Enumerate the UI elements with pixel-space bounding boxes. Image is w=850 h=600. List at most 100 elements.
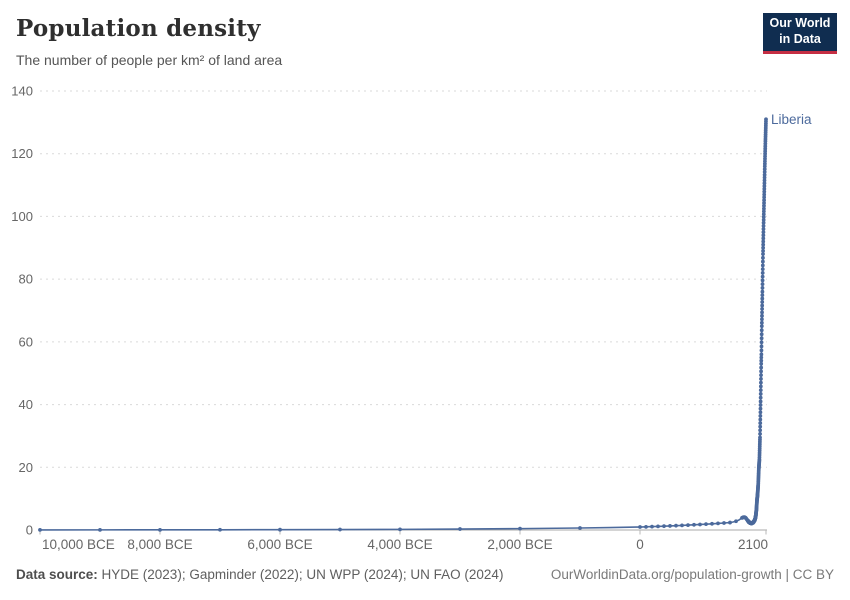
data-point[interactable]: [761, 212, 766, 217]
data-point[interactable]: [644, 524, 648, 529]
data-point[interactable]: [758, 435, 762, 440]
owid-logo[interactable]: Our World in Data: [763, 13, 837, 54]
data-point[interactable]: [760, 286, 765, 290]
data-point[interactable]: [762, 201, 766, 205]
data-point[interactable]: [762, 198, 766, 203]
data-point[interactable]: [762, 178, 767, 183]
data-point[interactable]: [760, 270, 765, 275]
data-point[interactable]: [758, 395, 763, 400]
series-end-label-liberia[interactable]: Liberia: [771, 112, 812, 127]
data-point[interactable]: [760, 267, 765, 272]
data-point[interactable]: [98, 527, 102, 532]
data-point[interactable]: [761, 252, 765, 256]
data-point[interactable]: [762, 192, 767, 197]
data-point[interactable]: [759, 328, 764, 333]
series-line-liberia[interactable]: [39, 118, 767, 531]
data-point[interactable]: [338, 527, 342, 532]
data-point[interactable]: [758, 421, 763, 425]
data-point[interactable]: [760, 278, 765, 283]
data-point[interactable]: [668, 524, 672, 528]
data-point[interactable]: [710, 521, 714, 526]
data-point[interactable]: [762, 206, 766, 211]
data-point[interactable]: [758, 403, 763, 407]
data-point[interactable]: [760, 310, 764, 315]
data-point[interactable]: [762, 189, 767, 194]
data-point[interactable]: [761, 220, 766, 225]
data-point[interactable]: [761, 223, 766, 228]
attribution-link[interactable]: OurWorldinData.org/population-growth | C…: [550, 567, 834, 582]
data-point[interactable]: [758, 384, 763, 389]
data-point[interactable]: [762, 172, 767, 177]
data-point[interactable]: [578, 526, 582, 530]
data-point[interactable]: [762, 181, 767, 186]
data-point[interactable]: [760, 293, 765, 298]
data-point[interactable]: [758, 431, 762, 436]
data-point[interactable]: [759, 324, 764, 329]
data-point[interactable]: [728, 520, 732, 525]
data-point[interactable]: [761, 227, 766, 231]
data-point[interactable]: [758, 399, 763, 404]
data-point[interactable]: [760, 303, 765, 308]
data-point[interactable]: [686, 523, 690, 528]
data-point[interactable]: [759, 336, 764, 341]
data-point[interactable]: [758, 410, 763, 415]
data-point[interactable]: [692, 522, 696, 527]
data-point[interactable]: [761, 215, 766, 219]
data-point[interactable]: [761, 249, 765, 253]
data-point[interactable]: [759, 344, 764, 349]
data-point[interactable]: [760, 307, 764, 311]
data-point[interactable]: [458, 527, 462, 531]
data-point[interactable]: [762, 167, 767, 171]
data-point[interactable]: [760, 263, 765, 268]
data-point[interactable]: [761, 217, 766, 222]
data-point[interactable]: [761, 245, 766, 250]
data-point[interactable]: [158, 527, 162, 532]
data-point[interactable]: [758, 392, 763, 396]
data-point[interactable]: [762, 203, 766, 208]
data-point[interactable]: [761, 255, 765, 260]
data-point[interactable]: [722, 521, 726, 525]
data-point[interactable]: [761, 230, 766, 235]
data-point[interactable]: [760, 317, 764, 322]
data-point[interactable]: [759, 369, 763, 374]
data-point[interactable]: [759, 361, 764, 366]
data-point[interactable]: [759, 358, 764, 363]
data-point[interactable]: [734, 519, 738, 524]
data-point[interactable]: [760, 313, 764, 318]
data-point[interactable]: [761, 209, 766, 214]
data-point[interactable]: [759, 380, 763, 385]
data-point[interactable]: [680, 523, 684, 528]
data-point[interactable]: [638, 525, 642, 529]
data-point[interactable]: [518, 526, 522, 531]
data-point[interactable]: [759, 348, 764, 353]
data-point[interactable]: [759, 365, 764, 370]
data-point[interactable]: [758, 417, 763, 422]
data-point[interactable]: [762, 186, 767, 191]
data-point[interactable]: [716, 521, 720, 526]
data-point[interactable]: [759, 320, 764, 325]
data-point[interactable]: [674, 523, 678, 528]
data-point[interactable]: [656, 524, 660, 529]
data-point[interactable]: [759, 355, 764, 360]
data-point[interactable]: [758, 413, 763, 418]
data-point[interactable]: [760, 289, 765, 294]
data-point[interactable]: [398, 527, 402, 532]
data-point[interactable]: [662, 524, 666, 529]
data-point[interactable]: [762, 175, 767, 180]
data-point[interactable]: [760, 296, 765, 301]
data-point[interactable]: [762, 170, 767, 174]
data-point[interactable]: [760, 282, 765, 287]
data-point[interactable]: [759, 373, 763, 377]
data-point[interactable]: [698, 522, 702, 527]
data-point[interactable]: [38, 528, 42, 532]
data-point[interactable]: [764, 117, 768, 122]
data-point[interactable]: [758, 388, 763, 393]
data-point[interactable]: [761, 236, 766, 241]
data-point[interactable]: [759, 352, 764, 357]
data-point[interactable]: [759, 332, 764, 337]
data-point[interactable]: [759, 340, 764, 345]
data-point[interactable]: [704, 522, 708, 527]
data-point[interactable]: [761, 233, 766, 238]
data-point[interactable]: [761, 242, 766, 247]
data-point[interactable]: [761, 239, 766, 244]
